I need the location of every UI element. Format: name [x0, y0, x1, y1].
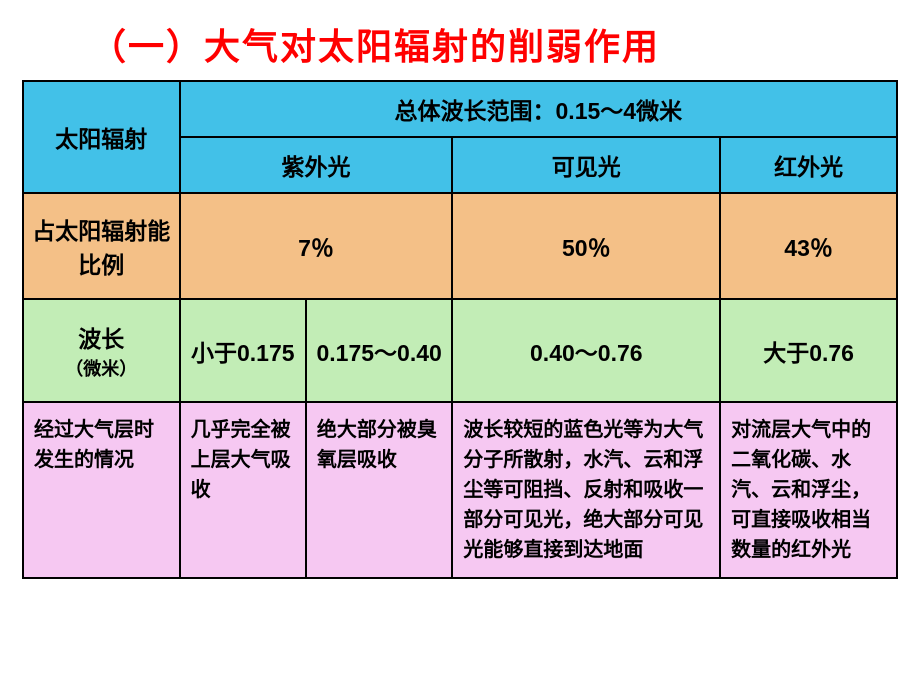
wavelength-infrared: 大于0.76	[720, 299, 897, 402]
header-infrared: 红外光	[720, 137, 897, 193]
wavelength-label: 波长 （微米）	[23, 299, 180, 402]
wavelength-visible: 0.40～0.76	[452, 299, 720, 402]
proportion-row: 占太阳辐射能比例 7％ 50％ 43％	[23, 193, 897, 299]
effects-visible: 波长较短的蓝色光等为大气分子所散射，水汽、云和浮尘等可阻挡、反射和吸收一部分可见…	[452, 402, 720, 578]
effects-uv-b: 绝大部分被臭氧层吸收	[306, 402, 453, 578]
header-total-range: 总体波长范围：0.15～4微米	[180, 81, 897, 137]
effects-row: 经过大气层时发生的情况 几乎完全被上层大气吸收 绝大部分被臭氧层吸收 波长较短的…	[23, 402, 897, 578]
proportion-uv: 7％	[180, 193, 453, 299]
proportion-infrared: 43％	[720, 193, 897, 299]
header-row-1: 太阳辐射 总体波长范围：0.15～4微米	[23, 81, 897, 137]
header-uv: 紫外光	[180, 137, 453, 193]
effects-uv-a: 几乎完全被上层大气吸收	[180, 402, 306, 578]
wavelength-row: 波长 （微米） 小于0.175 0.175～0.40 0.40～0.76 大于0…	[23, 299, 897, 402]
header-solar-radiation: 太阳辐射	[23, 81, 180, 193]
effects-label: 经过大气层时发生的情况	[23, 402, 180, 578]
wavelength-label-line2: （微米）	[65, 359, 137, 379]
radiation-table: 太阳辐射 总体波长范围：0.15～4微米 紫外光 可见光 红外光 占太阳辐射能比…	[22, 80, 898, 579]
wavelength-uv-b: 0.175～0.40	[306, 299, 453, 402]
page-title: （一）大气对太阳辐射的削弱作用	[0, 0, 920, 80]
wavelength-label-line1: 波长	[78, 326, 124, 352]
table-container: 太阳辐射 总体波长范围：0.15～4微米 紫外光 可见光 红外光 占太阳辐射能比…	[0, 80, 920, 579]
wavelength-uv-a: 小于0.175	[180, 299, 306, 402]
header-visible: 可见光	[452, 137, 720, 193]
proportion-label: 占太阳辐射能比例	[23, 193, 180, 299]
proportion-visible: 50％	[452, 193, 720, 299]
effects-infrared: 对流层大气中的二氧化碳、水汽、云和浮尘，可直接吸收相当数量的红外光	[720, 402, 897, 578]
